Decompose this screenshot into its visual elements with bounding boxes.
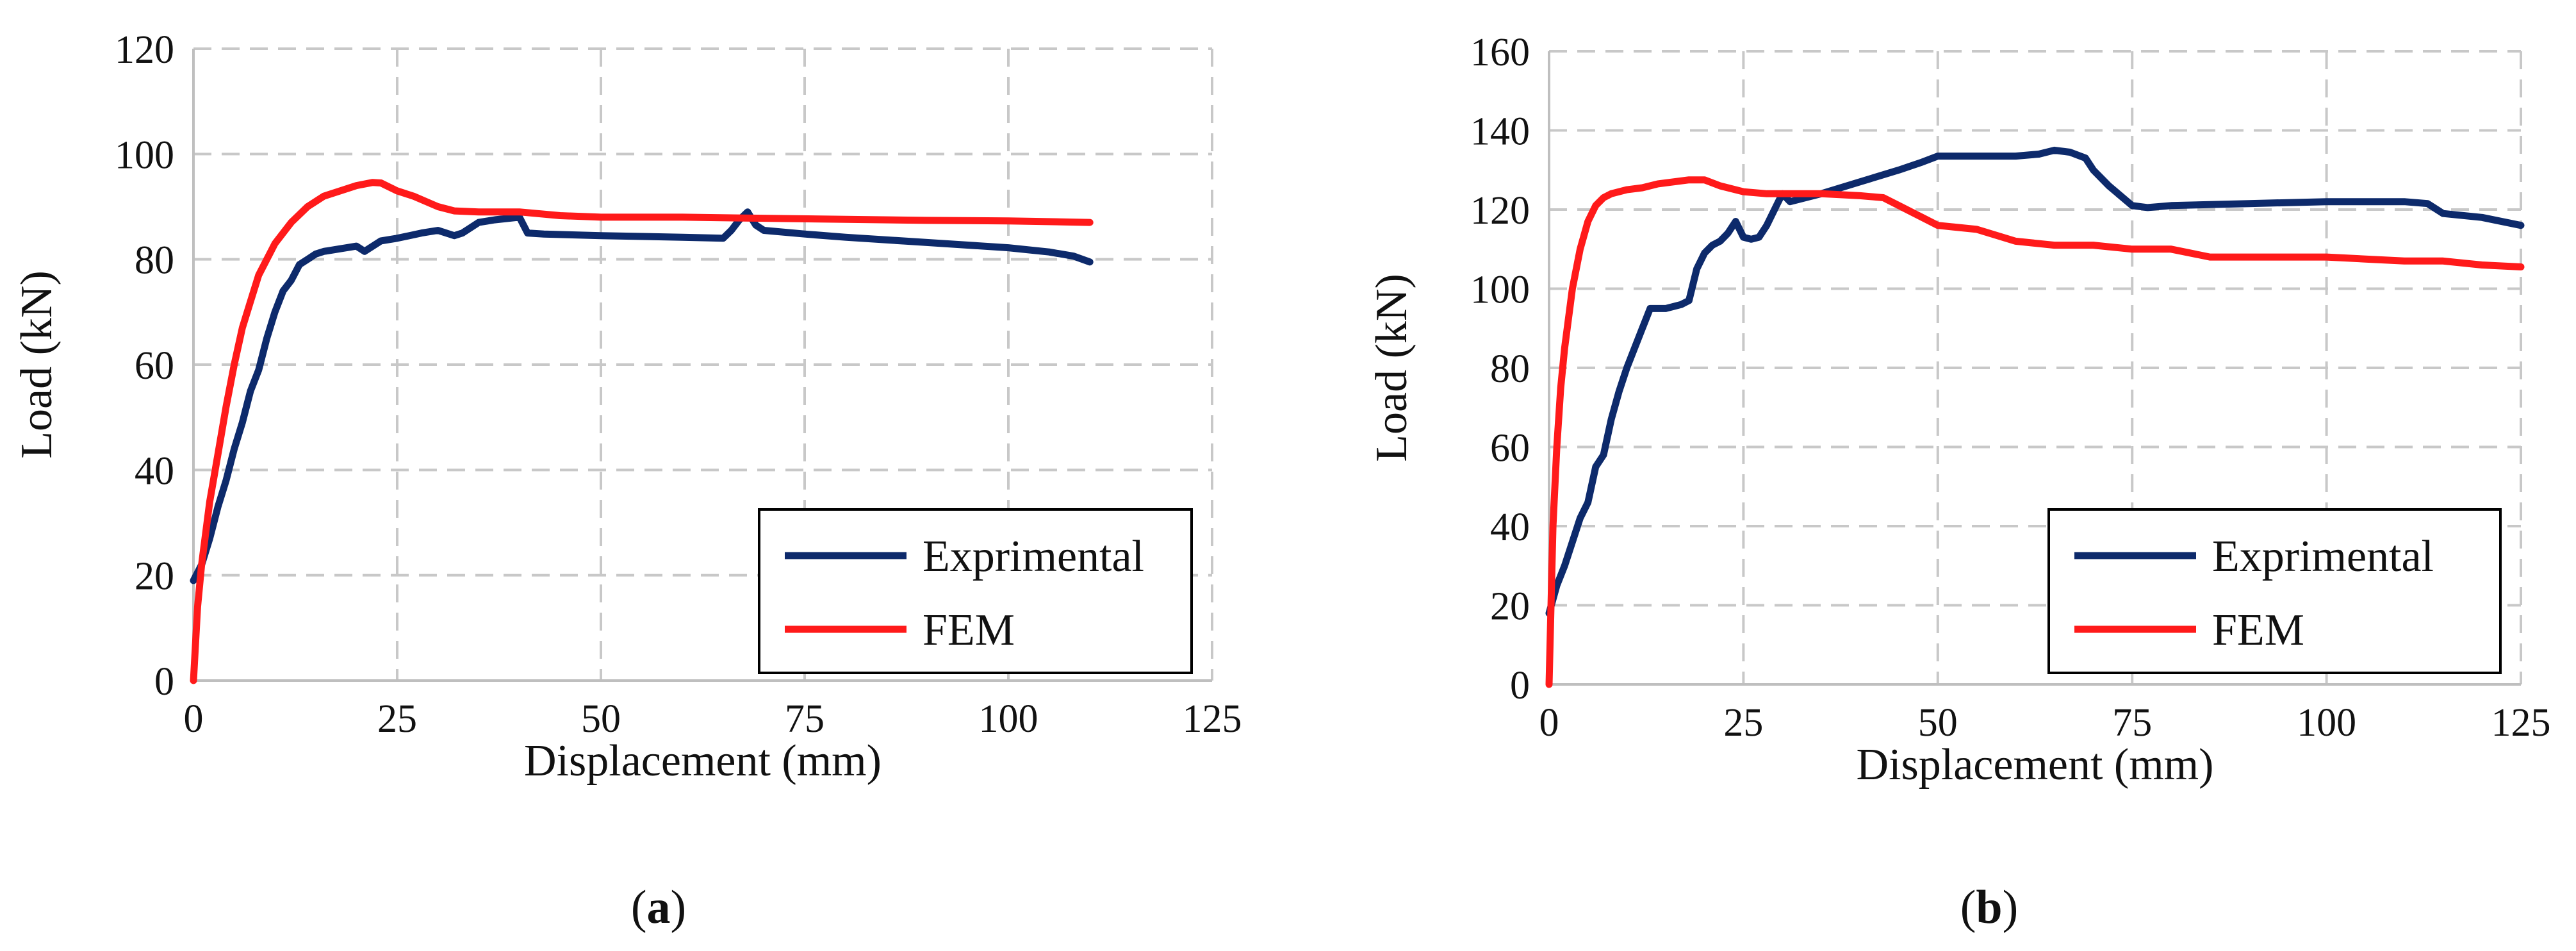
caption-open: (	[631, 881, 647, 934]
y-tick-label: 40	[1490, 506, 1530, 549]
legend-box	[758, 508, 1193, 674]
x-tick-label: 100	[979, 697, 1038, 741]
y-tick-label: 120	[115, 28, 174, 72]
series-line-fem	[190, 179, 1094, 684]
caption-open: (	[1960, 881, 1976, 934]
chart-b: 0 25 50 75 100 125 0 20 40 60 80 100 120 140 160 Displa…	[1367, 31, 2551, 934]
legend-label-fem: FEM	[2212, 606, 2304, 655]
series-line-fem	[1545, 176, 2525, 688]
y-axis-label: Load (kN)	[12, 270, 62, 459]
x-tick-label: 125	[1183, 697, 1242, 741]
x-tick-label: 125	[2491, 701, 2551, 745]
y-tick-label: 60	[135, 344, 174, 388]
y-tick-label: 80	[135, 239, 174, 283]
y-tick-label: 100	[115, 133, 174, 177]
x-tick-label: 25	[377, 697, 417, 741]
panel-caption: (a)	[631, 881, 686, 934]
y-tick-label: 20	[1490, 585, 1530, 629]
series-line-exprimental	[190, 208, 1094, 584]
x-tick-label: 50	[581, 697, 621, 741]
x-axis-label: Displacement (mm)	[1857, 740, 2214, 790]
y-tick-label: 100	[1470, 269, 1530, 312]
x-tick-label: 75	[2112, 701, 2152, 745]
y-tick-label: 120	[1470, 189, 1530, 233]
y-tick-label: 40	[135, 449, 174, 493]
x-tick-label: 0	[1539, 701, 1559, 745]
caption-close: )	[671, 881, 687, 934]
y-tick-label: 20	[135, 555, 174, 599]
legend-label-exprimental: Exprimental	[2212, 532, 2434, 581]
x-tick-label: 75	[785, 697, 824, 741]
caption-letter: b	[1976, 881, 2002, 934]
legend-label-fem: FEM	[923, 606, 1015, 655]
caption-close: )	[2003, 881, 2019, 934]
y-tick-label: 80	[1490, 347, 1530, 391]
series-line-exprimental	[1545, 146, 2525, 617]
legend-label-exprimental: Exprimental	[923, 532, 1144, 581]
y-tick-label: 140	[1470, 110, 1530, 154]
y-tick-label: 60	[1490, 427, 1530, 470]
y-tick-label: 0	[154, 660, 174, 704]
x-tick-label: 25	[1723, 701, 1763, 745]
chart-a: 0 25 50 75 100 125 0 20 40 60 80 100 120 Displacement…	[12, 28, 1242, 934]
legend-box	[2047, 508, 2502, 674]
x-tick-label: 50	[1918, 701, 1958, 745]
panel-caption: (b)	[1960, 881, 2018, 934]
y-tick-label: 0	[1510, 664, 1530, 707]
x-tick-label: 0	[184, 697, 204, 741]
y-tick-label: 160	[1470, 31, 1530, 74]
x-axis-label: Displacement (mm)	[524, 736, 882, 786]
caption-letter: a	[647, 881, 671, 934]
y-axis-label: Load (kN)	[1367, 274, 1416, 462]
x-tick-label: 100	[2297, 701, 2356, 745]
